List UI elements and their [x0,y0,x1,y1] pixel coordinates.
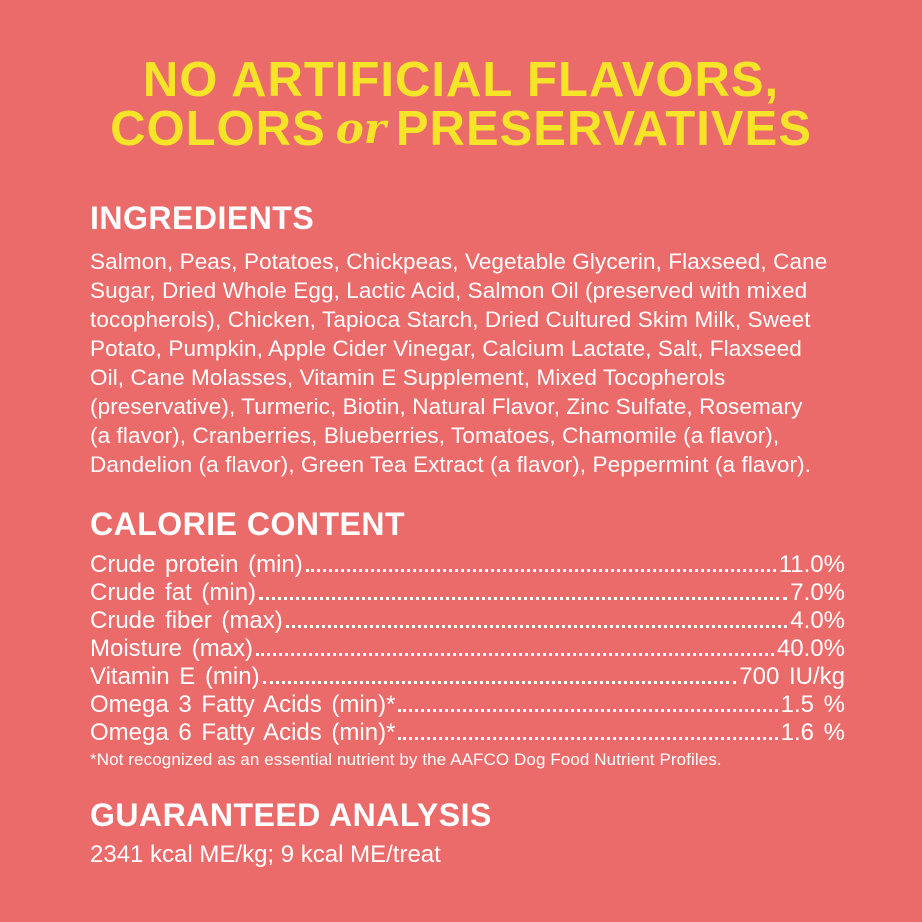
guaranteed-analysis-section: GUARANTEED ANALYSIS 2341 kcal ME/kg; 9 k… [90,797,862,869]
ingredients-line: (a flavor), Cranberries, Blueberries, To… [90,423,780,448]
nutrient-row-moisture: Moisture (max) 40.0% [90,635,845,663]
headline-or-word: or [335,104,386,153]
headline-colors-word: COLORS [110,102,326,156]
ingredients-line: Oil, Cane Molasses, Vitamin E Supplement… [90,365,726,390]
headline-line1: NO ARTIFICIAL FLAVORS, [142,53,780,107]
nutrient-value: 1.6 % [780,719,845,746]
nutrient-value: 700 IU/kg [739,663,845,690]
dot-leader [259,597,788,600]
dot-leader [262,681,737,684]
calorie-content-section: CALORIE CONTENT Crude protein (min) 11.0… [90,506,845,770]
nutrient-row-omega-6: Omega 6 Fatty Acids (min)* 1.6 % [90,719,845,747]
ingredients-heading: INGREDIENTS [90,200,315,236]
dot-leader [398,709,778,712]
nutrient-row-crude-protein: Crude protein (min) 11.0% [90,551,845,579]
nutrient-value: 11.0% [778,551,845,578]
nutrient-value: 7.0% [790,579,845,606]
ingredients-line: Sugar, Dried Whole Egg, Lactic Acid, Sal… [90,278,808,303]
dot-leader [305,569,776,572]
aafco-footnote: *Not recognized as an essential nutrient… [90,750,722,769]
ingredients-line: Potato, Pumpkin, Apple Cider Vinegar, Ca… [90,336,802,361]
nutrient-row-crude-fat: Crude fat (min) 7.0% [90,579,845,607]
ingredients-line: Salmon, Peas, Potatoes, Chickpeas, Veget… [90,249,828,274]
nutrient-label: Moisture (max) [90,635,254,662]
nutrient-value: 4.0% [790,607,845,634]
nutrient-label: Crude protein (min) [90,551,303,578]
nutrient-row-crude-fiber: Crude fiber (max) 4.0% [90,607,845,635]
nutrient-value: 1.5 % [780,691,845,718]
dot-leader [398,737,778,740]
guaranteed-analysis-heading: GUARANTEED ANALYSIS [90,797,492,833]
ingredients-line: (preservative), Turmeric, Biotin, Natura… [90,394,803,419]
nutrient-label: Crude fiber (max) [90,607,283,634]
headline-line2: COLORS or PRESERVATIVES [0,102,922,156]
headline-preservatives-word: PRESERVATIVES [395,102,812,156]
ingredients-line: tocopherols), Chicken, Tapioca Starch, D… [90,307,811,332]
ingredients-section: INGREDIENTS Salmon, Peas, Potatoes, Chic… [90,200,862,479]
nutrient-value: 40.0% [776,635,845,662]
dot-leader [256,653,774,656]
dot-leader [285,625,788,628]
nutrient-label: Omega 3 Fatty Acids (min)* [90,691,396,718]
nutrient-label: Crude fat (min) [90,579,257,606]
nutrient-label: Omega 6 Fatty Acids (min)* [90,719,396,746]
kcal-detail: 2341 kcal ME/kg; 9 kcal ME/treat [90,841,441,868]
nutrient-label: Vitamin E (min) [90,663,260,690]
nutrient-row-vitamin-e: Vitamin E (min) 700 IU/kg [90,663,845,691]
calorie-content-heading: CALORIE CONTENT [90,506,406,542]
ingredients-line: Dandelion (a flavor), Green Tea Extract … [90,452,812,477]
nutrient-row-omega-3: Omega 3 Fatty Acids (min)* 1.5 % [90,691,845,719]
no-artificial-headline: NO ARTIFICIAL FLAVORS, COLORS or PRESERVAT… [0,56,922,155]
